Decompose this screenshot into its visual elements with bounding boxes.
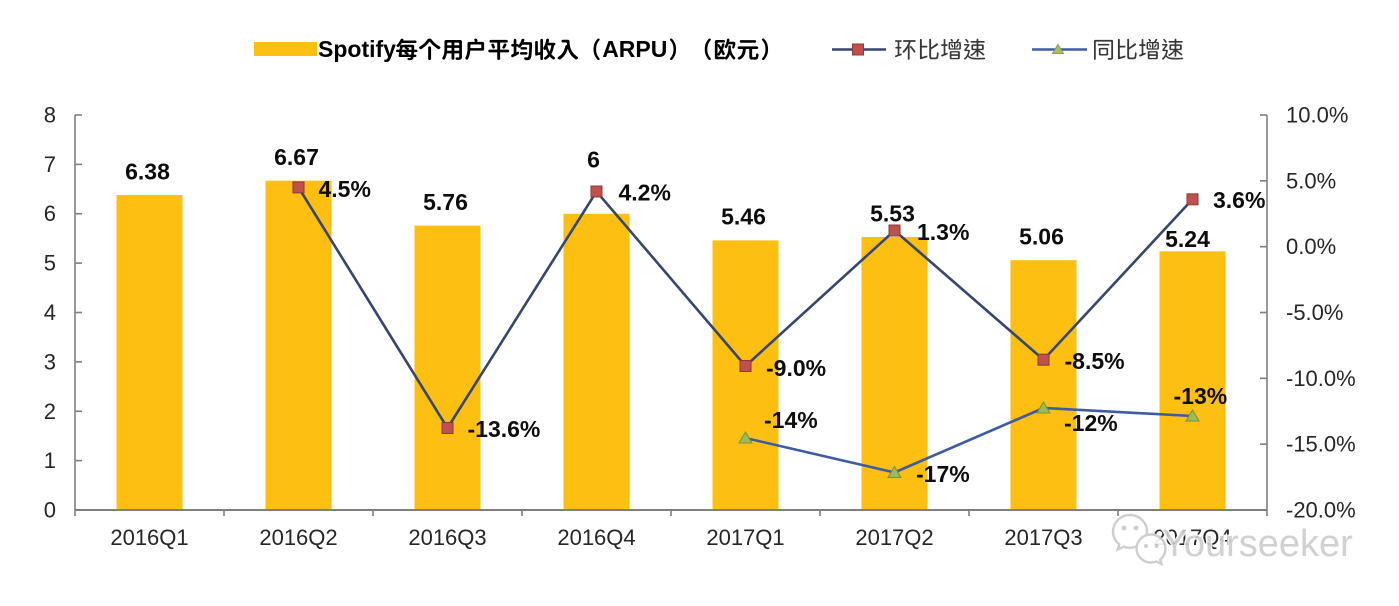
svg-text:5.0%: 5.0% bbox=[1286, 168, 1336, 193]
svg-text:-13%: -13% bbox=[1174, 383, 1228, 409]
svg-text:7: 7 bbox=[44, 152, 56, 177]
svg-text:Yourseeker: Yourseeker bbox=[1162, 523, 1353, 565]
svg-text:4.2%: 4.2% bbox=[619, 180, 671, 206]
svg-text:-12%: -12% bbox=[1064, 410, 1118, 436]
svg-text:4.5%: 4.5% bbox=[319, 176, 371, 202]
svg-text:2016Q2: 2016Q2 bbox=[259, 525, 337, 550]
svg-text:-15.0%: -15.0% bbox=[1286, 432, 1356, 457]
svg-text:3: 3 bbox=[44, 349, 56, 374]
svg-text:3.6%: 3.6% bbox=[1213, 187, 1265, 213]
svg-text:4: 4 bbox=[44, 300, 56, 325]
svg-text:-17%: -17% bbox=[916, 461, 970, 487]
svg-text:0: 0 bbox=[44, 498, 56, 523]
svg-text:6.38: 6.38 bbox=[125, 158, 170, 184]
svg-text:2017Q1: 2017Q1 bbox=[706, 525, 784, 550]
svg-text:2016Q1: 2016Q1 bbox=[110, 525, 188, 550]
svg-text:5.46: 5.46 bbox=[721, 204, 766, 230]
svg-text:-10.0%: -10.0% bbox=[1286, 366, 1356, 391]
svg-text:2017Q2: 2017Q2 bbox=[855, 525, 933, 550]
svg-text:1: 1 bbox=[44, 448, 56, 473]
svg-text:-5.0%: -5.0% bbox=[1286, 300, 1343, 325]
svg-text:Spotify: Spotify bbox=[318, 36, 396, 62]
svg-text:2017Q3: 2017Q3 bbox=[1004, 525, 1082, 550]
svg-text:6: 6 bbox=[587, 147, 600, 173]
svg-text:2016Q4: 2016Q4 bbox=[557, 525, 635, 550]
svg-text:8: 8 bbox=[44, 103, 56, 128]
svg-text:-13.6%: -13.6% bbox=[468, 416, 541, 442]
svg-text:6: 6 bbox=[44, 201, 56, 226]
svg-text:0.0%: 0.0% bbox=[1286, 234, 1336, 259]
svg-text:5.76: 5.76 bbox=[423, 189, 468, 215]
svg-text:5.53: 5.53 bbox=[870, 200, 915, 226]
svg-text:1.3%: 1.3% bbox=[917, 219, 969, 245]
svg-text:10.0%: 10.0% bbox=[1286, 103, 1348, 128]
svg-text:ARPU: ARPU bbox=[602, 36, 667, 62]
svg-text:-8.5%: -8.5% bbox=[1065, 348, 1125, 374]
svg-text:5.06: 5.06 bbox=[1019, 224, 1064, 250]
svg-text:5: 5 bbox=[44, 251, 56, 276]
svg-text:2: 2 bbox=[44, 399, 56, 424]
svg-text:-14%: -14% bbox=[764, 407, 818, 433]
svg-text:-20.0%: -20.0% bbox=[1286, 498, 1356, 523]
svg-text:-9.0%: -9.0% bbox=[766, 355, 826, 381]
svg-text:5.24: 5.24 bbox=[1165, 226, 1210, 252]
svg-text:2016Q3: 2016Q3 bbox=[408, 525, 486, 550]
svg-text:6.67: 6.67 bbox=[274, 144, 319, 170]
